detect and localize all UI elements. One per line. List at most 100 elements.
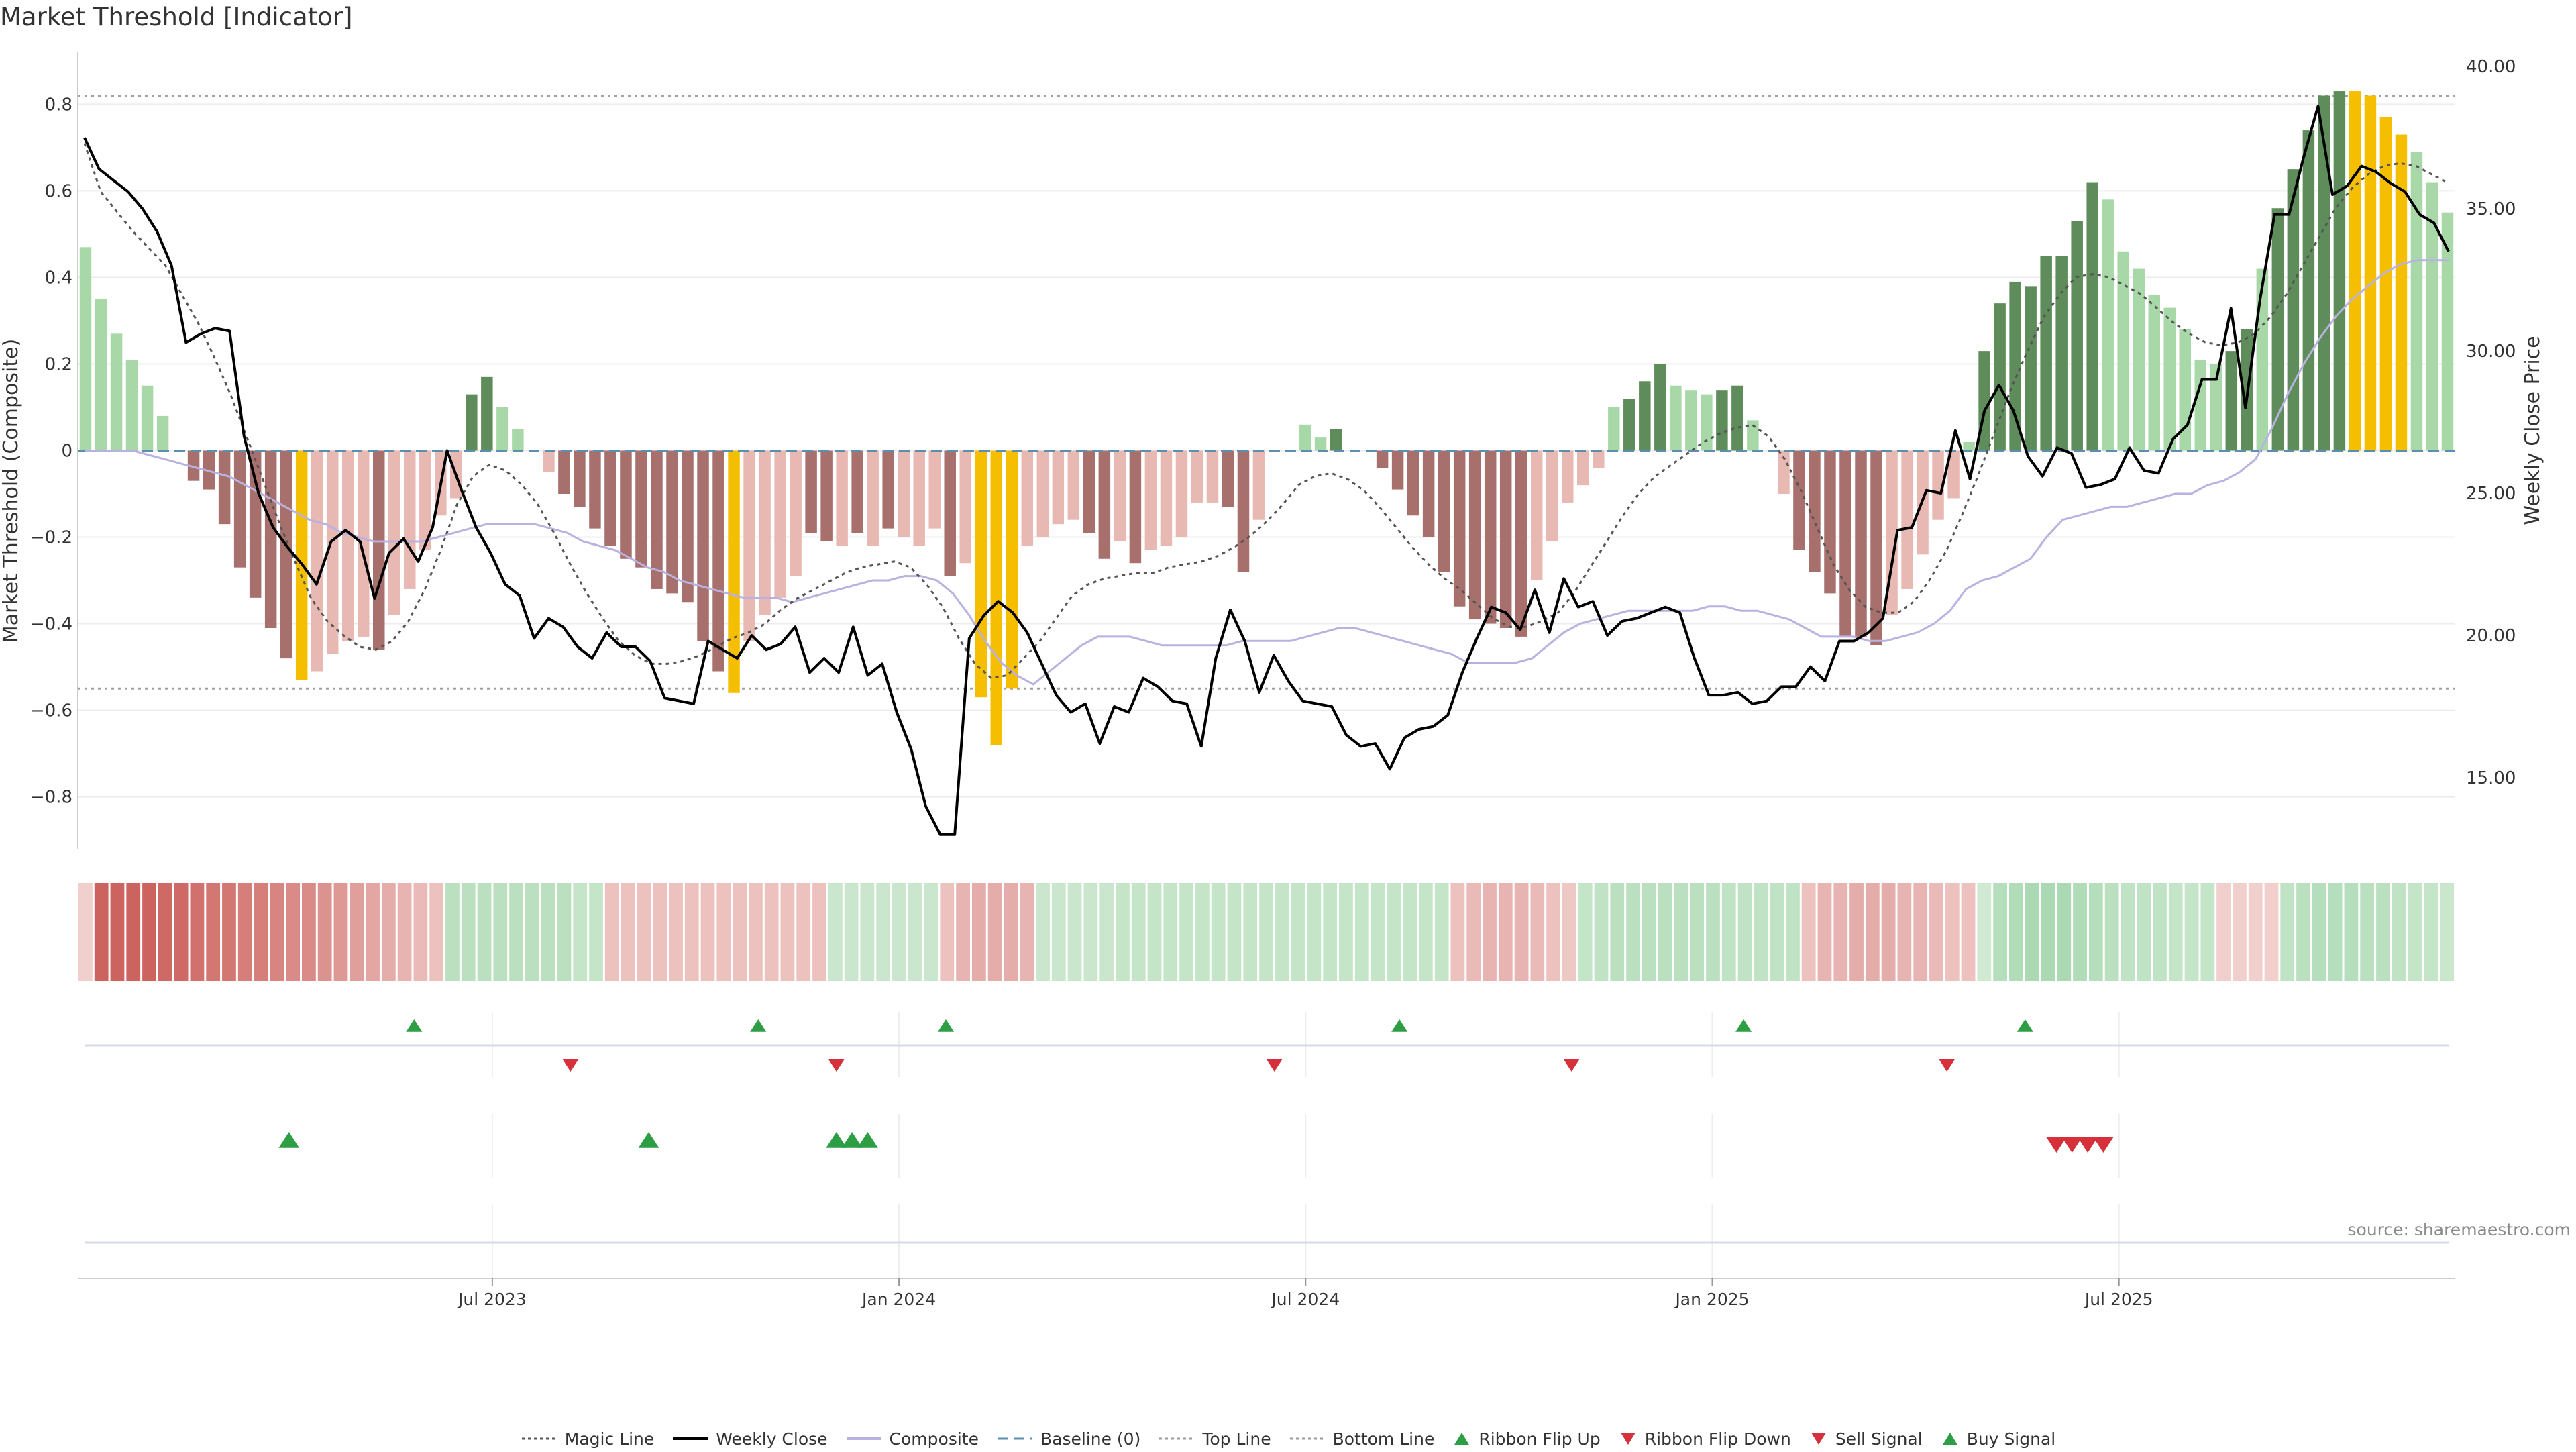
composite-bar bbox=[388, 450, 400, 615]
ribbon-cell bbox=[413, 883, 428, 981]
composite-bar bbox=[2410, 152, 2423, 451]
buy-signal-marker bbox=[278, 1132, 300, 1148]
ribbon-cell bbox=[1610, 883, 1625, 981]
composite-bar bbox=[1222, 450, 1234, 507]
ribbon-cell bbox=[301, 883, 316, 981]
ribbon-flip-up-marker bbox=[2017, 1019, 2033, 1032]
ribbon-cell bbox=[1881, 883, 1896, 981]
composite-bar bbox=[1299, 424, 1311, 451]
ribbon-cell bbox=[2025, 883, 2039, 981]
ribbon-flip-down-marker bbox=[1266, 1059, 1283, 1072]
ribbon-cell bbox=[2200, 883, 2215, 981]
ribbon-cell bbox=[94, 883, 109, 981]
composite-bar bbox=[682, 450, 694, 603]
legend: Magic Line Weekly Close Composite Baseline … bbox=[0, 1425, 2576, 1452]
composite-bar bbox=[928, 450, 941, 529]
ribbon-cell bbox=[940, 883, 955, 981]
ribbon-cell bbox=[1403, 883, 1417, 981]
ribbon-cell bbox=[684, 883, 699, 981]
composite-bar bbox=[1237, 450, 1250, 572]
source-credit: source: sharemaestro.com bbox=[2347, 1220, 2571, 1239]
composite-bar bbox=[1191, 450, 1203, 503]
ribbon-cell bbox=[589, 883, 603, 981]
composite-bar bbox=[2210, 364, 2222, 451]
signal-panels bbox=[85, 1012, 2449, 1278]
composite-bar bbox=[1778, 450, 1790, 495]
ribbon-cell bbox=[1737, 883, 1752, 981]
x-tick-label: Jul 2024 bbox=[1270, 1290, 1340, 1309]
composite-bar bbox=[882, 450, 894, 529]
ribbon-cell bbox=[956, 883, 970, 981]
ribbon-cell bbox=[2344, 883, 2359, 981]
ribbon-flip-up-marker bbox=[750, 1019, 767, 1032]
ribbon-cell bbox=[1099, 883, 1114, 981]
composite-bar bbox=[203, 450, 215, 490]
composite-bar bbox=[1160, 450, 1173, 546]
composite-bar bbox=[774, 450, 786, 598]
ribbon-cell bbox=[1578, 883, 1593, 981]
composite-bar bbox=[1407, 450, 1419, 516]
ribbon-cell bbox=[1706, 883, 1720, 981]
composite-bar bbox=[836, 450, 848, 546]
ribbon-cell bbox=[509, 883, 523, 981]
ribbon-cell bbox=[1051, 883, 1066, 981]
composite-bar bbox=[1021, 450, 1034, 546]
ribbon-cell bbox=[653, 883, 667, 981]
ribbon-cell bbox=[381, 883, 396, 981]
composite-bar bbox=[2071, 221, 2083, 451]
ribbon-cell bbox=[1770, 883, 1784, 981]
ribbon-cell bbox=[716, 883, 731, 981]
legend-item: Top Line bbox=[1158, 1429, 1271, 1449]
legend-swatch-icon bbox=[521, 1437, 557, 1440]
ribbon-cell bbox=[1307, 883, 1322, 981]
ribbon-cell bbox=[892, 883, 906, 981]
composite-bar bbox=[1608, 407, 1620, 451]
composite-bar bbox=[759, 450, 771, 615]
ribbon-cell bbox=[1259, 883, 1273, 981]
composite-bar bbox=[1870, 450, 1882, 645]
ribbon-cell bbox=[796, 883, 811, 981]
y-tick-label: 0.2 bbox=[45, 354, 72, 374]
ribbon-cell bbox=[1642, 883, 1656, 981]
composite-bar bbox=[1685, 390, 1697, 451]
composite-bar bbox=[635, 450, 647, 568]
composite-bar bbox=[558, 450, 570, 495]
ribbon-cell bbox=[1323, 883, 1338, 981]
composite-bar bbox=[481, 376, 493, 451]
ribbon-cell bbox=[1020, 883, 1034, 981]
composite-bar bbox=[1839, 450, 1851, 637]
buy-signal-marker bbox=[857, 1132, 878, 1148]
ribbon-cell bbox=[461, 883, 476, 981]
composite-bar bbox=[805, 450, 817, 533]
y-tick-label: 0 bbox=[61, 442, 72, 462]
ribbon-cell bbox=[621, 883, 635, 981]
ribbon-cell bbox=[1626, 883, 1640, 981]
composite-bar bbox=[1731, 385, 1743, 451]
ribbon-cell bbox=[110, 883, 125, 981]
composite-bar bbox=[2271, 208, 2284, 451]
composite-bar bbox=[156, 415, 169, 451]
composite-bar bbox=[2333, 91, 2346, 451]
ribbon-cell bbox=[493, 883, 508, 981]
ribbon-cell bbox=[1897, 883, 1912, 981]
composite-bar bbox=[975, 450, 987, 698]
legend-swatch-icon bbox=[1942, 1433, 1957, 1445]
legend-item: Ribbon Flip Down bbox=[1618, 1429, 1791, 1449]
composite-bar bbox=[1052, 450, 1065, 525]
composite-bar bbox=[1886, 450, 1898, 615]
composite-bar bbox=[2117, 251, 2129, 451]
ribbon-cell bbox=[1163, 883, 1178, 981]
ribbon-cell bbox=[1961, 883, 1976, 981]
composite-bar bbox=[790, 450, 802, 576]
legend-swatch-icon bbox=[1159, 1437, 1195, 1440]
composite-bar bbox=[2302, 130, 2315, 451]
composite-bar bbox=[851, 450, 863, 533]
composite-bar bbox=[2379, 117, 2392, 451]
composite-bar bbox=[2133, 268, 2145, 451]
ribbon-cell bbox=[1147, 883, 1162, 981]
composite-bar bbox=[1484, 450, 1497, 624]
ribbon-cell bbox=[573, 883, 588, 981]
composite-bar bbox=[2148, 295, 2160, 451]
ribbon-cell bbox=[1721, 883, 1736, 981]
ribbon-cell bbox=[1658, 883, 1672, 981]
